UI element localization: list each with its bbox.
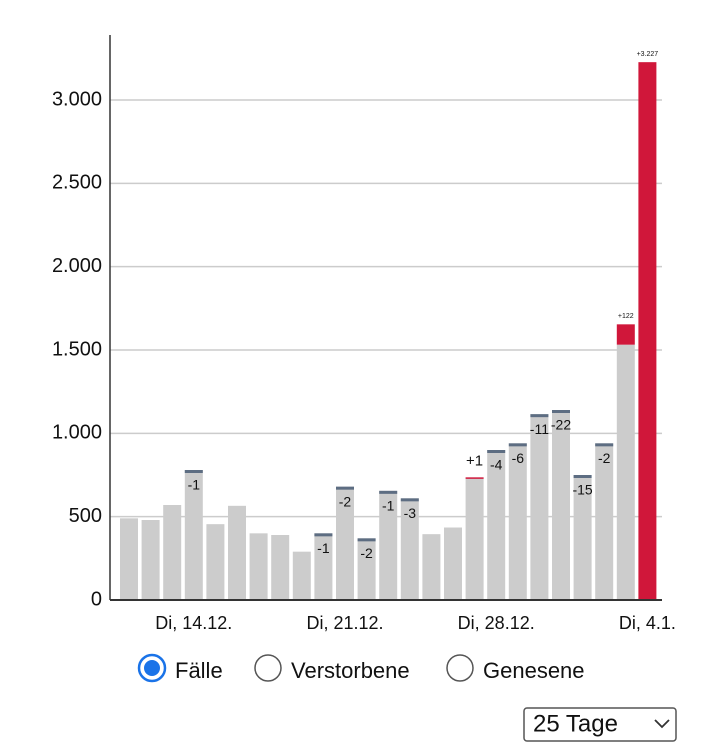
bar-segment — [249, 533, 268, 600]
correction-cap — [552, 410, 570, 413]
bar-segment — [616, 344, 635, 600]
radio-dot — [144, 660, 160, 676]
x-tick-label: Di, 4.1. — [619, 613, 676, 633]
bar-segment — [487, 450, 506, 600]
y-tick-label: 500 — [69, 505, 102, 527]
range-select[interactable] — [523, 707, 677, 742]
bar-segment — [314, 533, 333, 600]
bar-segment — [595, 443, 614, 600]
correction-cap — [336, 486, 354, 490]
bar-segment — [292, 551, 311, 600]
correction-label: -2 — [598, 450, 611, 466]
correction-label: -2 — [360, 545, 373, 561]
correction-label: -3 — [404, 505, 417, 521]
correction-label: -1 — [382, 498, 395, 514]
correction-cap — [530, 414, 549, 418]
radio-label[interactable]: Verstorbene — [291, 658, 410, 683]
correction-cap — [357, 538, 376, 542]
y-tick-label: 0 — [91, 588, 102, 610]
correction-cap — [184, 470, 203, 473]
bar-segment — [616, 324, 635, 345]
radio-label[interactable]: Genesene — [483, 658, 585, 683]
y-tick-label: 2.000 — [52, 255, 102, 277]
bar-segment — [422, 534, 441, 600]
correction-cap — [487, 450, 506, 453]
bar-segment — [163, 505, 182, 600]
bar-segment — [400, 498, 419, 600]
bar-segment — [508, 443, 527, 600]
bar-segment — [184, 470, 203, 600]
radio-button[interactable] — [254, 654, 282, 682]
bar-segment — [379, 490, 398, 600]
radio-label[interactable]: Fälle — [175, 658, 223, 683]
bar-segment — [638, 62, 657, 600]
bar-segment — [271, 535, 290, 600]
y-tick-label: 3.000 — [52, 88, 102, 110]
bar-segment — [336, 486, 354, 600]
y-tick-label: 2.500 — [52, 172, 102, 194]
bar-segment — [573, 475, 592, 600]
data-label: +1 — [466, 452, 483, 469]
data-label: +3.227 — [637, 51, 659, 58]
correction-label: -15 — [572, 482, 592, 498]
bar-segment — [444, 527, 462, 600]
correction-label: -11 — [530, 421, 549, 437]
bar-segment — [465, 477, 484, 479]
bar-segment — [141, 520, 160, 600]
bar-segment — [206, 524, 225, 600]
y-tick-label: 1.500 — [52, 338, 102, 360]
range-select-label: 25 Tage — [533, 710, 618, 737]
data-label: +122 — [618, 313, 634, 320]
bar-segment — [465, 477, 484, 600]
x-tick-label: Di, 21.12. — [306, 613, 383, 633]
correction-label: -6 — [512, 450, 525, 466]
radio-button[interactable] — [446, 654, 474, 682]
x-tick-label: Di, 14.12. — [155, 613, 232, 633]
correction-cap — [595, 443, 614, 447]
correction-label: -1 — [188, 477, 201, 493]
bar-segment — [357, 538, 376, 600]
x-tick-label: Di, 28.12. — [458, 613, 535, 633]
correction-label: -1 — [317, 540, 330, 556]
correction-label: -22 — [551, 417, 571, 433]
correction-cap — [508, 443, 527, 447]
correction-label: -4 — [490, 457, 503, 473]
bar-segment — [120, 518, 138, 600]
correction-cap — [573, 475, 592, 478]
y-tick-label: 1.000 — [52, 422, 102, 444]
bar-segment — [228, 505, 246, 600]
bar-segment — [530, 414, 549, 600]
correction-cap — [379, 490, 398, 494]
select-chevron — [654, 719, 670, 729]
correction-cap — [314, 533, 333, 537]
bar-segment — [552, 410, 570, 600]
correction-label: -2 — [339, 493, 352, 509]
correction-cap — [400, 498, 419, 502]
